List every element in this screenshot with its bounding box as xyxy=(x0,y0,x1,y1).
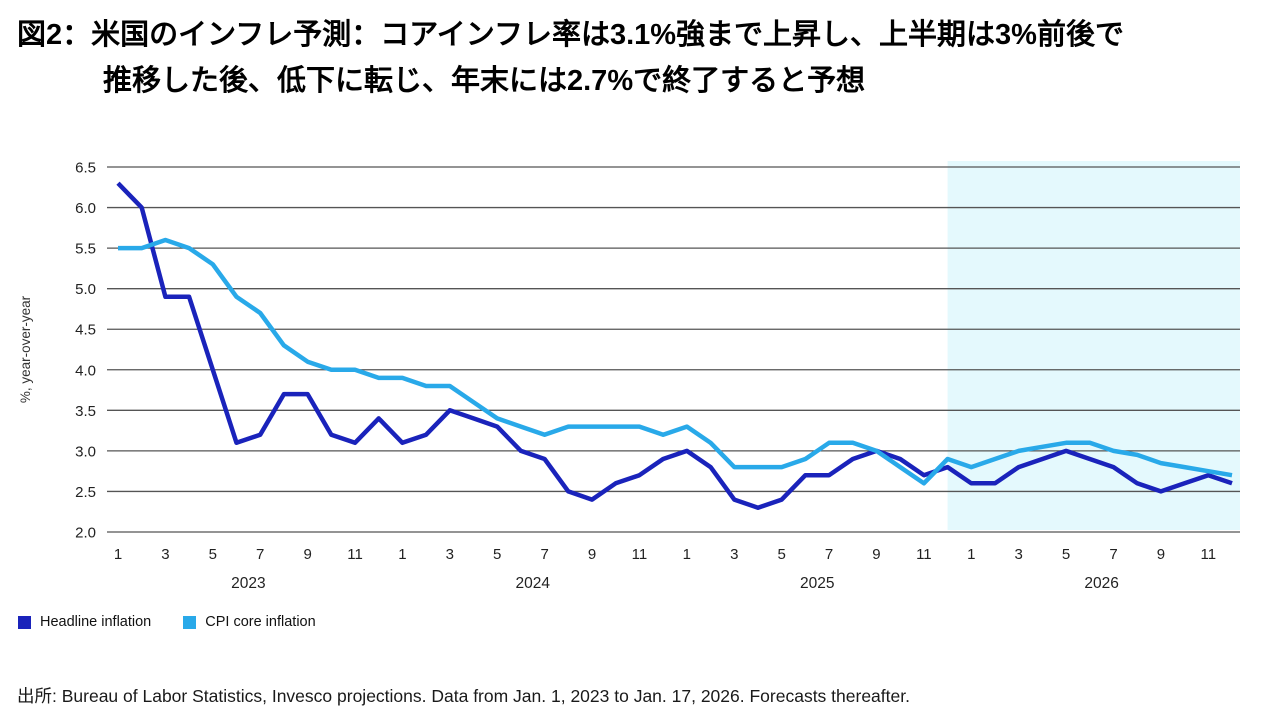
x-tick-label: 5 xyxy=(209,546,217,563)
legend-label-headline: Headline inflation xyxy=(40,614,152,630)
x-tick-label: 11 xyxy=(916,546,932,563)
year-label: 2025 xyxy=(800,575,834,592)
y-tick-label: 5.5 xyxy=(75,241,96,258)
legend-item-core: CPI core inflation xyxy=(183,614,316,630)
gridlines xyxy=(107,166,1240,533)
x-tick-label: 7 xyxy=(825,546,833,563)
x-tick-label: 5 xyxy=(1062,546,1070,563)
source-note: 出所: Bureau of Labor Statistics, Invesco … xyxy=(17,686,910,706)
y-axis-label: %, year-over-year xyxy=(18,295,33,403)
x-tick-label: 7 xyxy=(540,546,548,563)
x-tick-label: 1 xyxy=(114,546,122,563)
year-label: 2026 xyxy=(1084,575,1118,592)
x-tick-label: 9 xyxy=(872,546,880,563)
year-label: 2023 xyxy=(231,575,265,592)
figure-title-line2: 推移した後、低下に転じ、年末には2.7%で終了すると予想 xyxy=(103,65,866,97)
y-tick-label: 4.5 xyxy=(75,322,96,339)
y-tick-label: 6.0 xyxy=(75,200,96,217)
y-tick-label: 3.0 xyxy=(75,443,96,460)
x-tick-label: 9 xyxy=(303,546,311,563)
y-tick-label: 4.0 xyxy=(75,362,96,379)
x-tick-label: 11 xyxy=(347,546,363,563)
headline-inflation-line xyxy=(116,181,1233,510)
y-tick-label: 6.5 xyxy=(75,160,96,177)
forecast-shade-region xyxy=(947,161,1240,530)
x-tick-label: 9 xyxy=(588,546,596,563)
x-tick-label: 3 xyxy=(730,546,738,563)
x-tick-label: 3 xyxy=(161,546,169,563)
x-tick-label: 5 xyxy=(777,546,785,563)
x-tick-label: 9 xyxy=(1157,546,1165,563)
figure-title-line1: 図2：米国のインフレ予測：コアインフレ率は3.1%強まで上昇し、上半期は3%前後… xyxy=(17,19,1124,51)
year-labels: 2023 2024 2025 2026 xyxy=(231,575,1119,592)
x-tick-label: 7 xyxy=(1109,546,1117,563)
y-tick-label: 2.0 xyxy=(75,525,96,542)
x-tick-label: 11 xyxy=(632,546,648,563)
cpi-core-inflation-swatch xyxy=(183,615,197,629)
y-tick-label: 2.5 xyxy=(75,484,96,501)
x-tick-labels: 1 3 5 7 9 11 1 3 5 7 9 11 1 3 5 7 9 11 1 3 5 7 9 11 xyxy=(114,546,1216,563)
legend-label-core: CPI core inflation xyxy=(205,614,316,630)
y-tick-label: 3.5 xyxy=(75,403,96,420)
figure-title: 図2：米国のインフレ予測：コアインフレ率は3.1%強まで上昇し、上半期は3%前後… xyxy=(17,12,1124,104)
headline-inflation-swatch xyxy=(18,615,31,629)
chart-legend: Headline inflation CPI core inflation xyxy=(18,614,316,630)
x-tick-label: 1 xyxy=(683,546,691,563)
year-label: 2024 xyxy=(516,575,551,592)
y-tick-labels: 2.0 2.5 3.0 3.5 4.0 4.5 5.0 5.5 6.0 6.5 xyxy=(75,160,96,542)
x-tick-label: 1 xyxy=(967,546,975,563)
x-tick-label: 7 xyxy=(256,546,264,563)
legend-item-headline: Headline inflation xyxy=(18,614,151,630)
x-tick-label: 3 xyxy=(446,546,454,563)
x-tick-label: 3 xyxy=(1015,546,1023,563)
cpi-core-inflation-line xyxy=(118,237,1233,486)
x-tick-label: 5 xyxy=(493,546,501,563)
x-tick-label: 1 xyxy=(398,546,406,563)
y-tick-label: 5.0 xyxy=(75,281,96,298)
x-tick-label: 11 xyxy=(1201,546,1217,563)
